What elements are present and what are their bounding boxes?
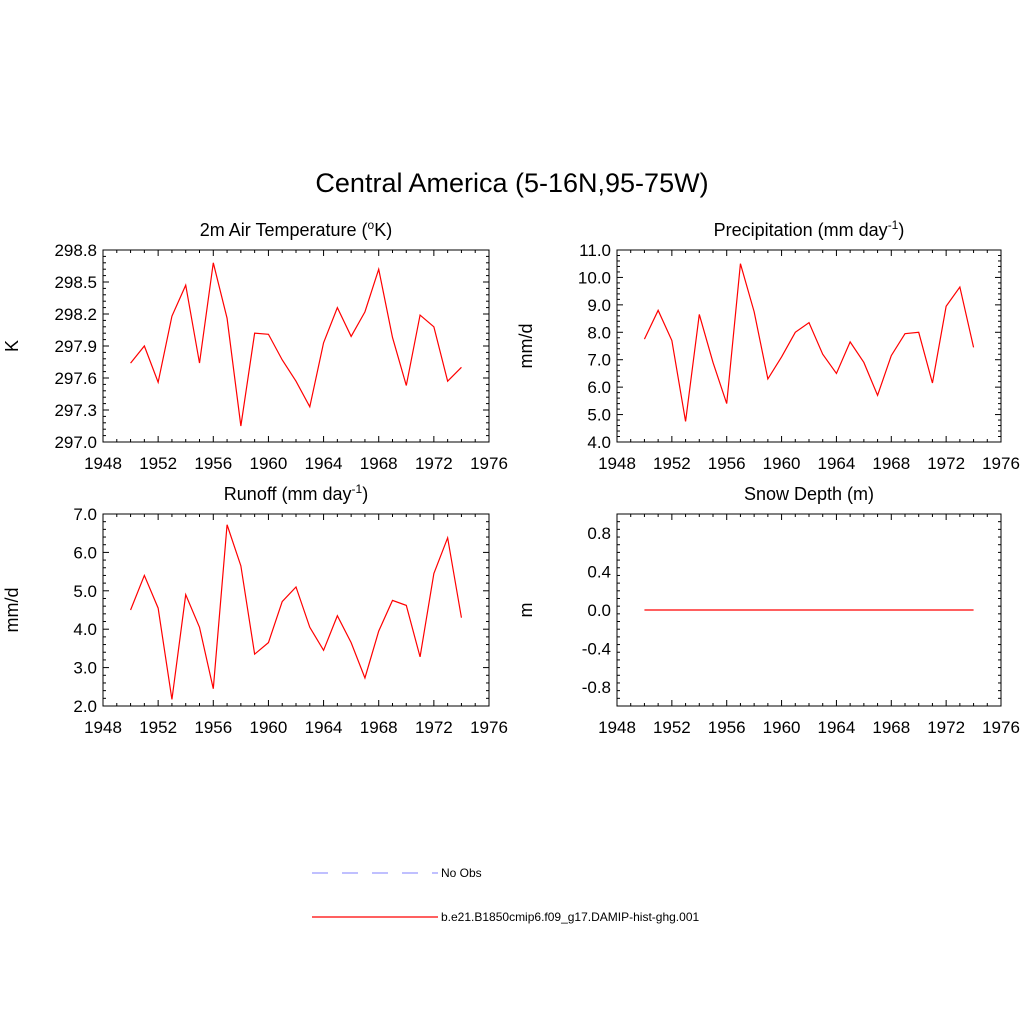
panel-title: Snow Depth (m) (744, 484, 874, 504)
legend: No Obs b.e21.B1850cmip6.f09_g17.DAMIP-hi… (312, 866, 699, 924)
x-tick-label: 1972 (927, 454, 965, 473)
y-tick-label: 6.0 (587, 378, 611, 397)
x-tick-label: 1972 (927, 718, 965, 737)
y-axis-label: mm/d (516, 324, 536, 369)
x-tick-label: 1968 (872, 718, 910, 737)
panel-title: Runoff (mm day-1) (224, 482, 368, 504)
x-tick-label: 1960 (250, 718, 288, 737)
series-line-precipitation (643, 263, 975, 422)
x-tick-label: 1968 (360, 454, 398, 473)
y-tick-label: -0.4 (582, 639, 611, 658)
panel-title: Precipitation (mm day-1) (714, 218, 905, 240)
x-tick-label: 1964 (305, 718, 343, 737)
x-tick-label: 1972 (415, 454, 453, 473)
y-tick-label: 0.8 (587, 524, 611, 543)
y-tick-label: 297.9 (54, 337, 97, 356)
chart-runoff: 1948 1952 1956 1960 1964 1968 1972 1976 2.0 3.0 4.… (2, 482, 508, 737)
x-tick-label: 1960 (250, 454, 288, 473)
x-tick-label: 1956 (708, 454, 746, 473)
y-tick-label: 4.0 (73, 620, 97, 639)
y-axis-label: mm/d (2, 588, 22, 633)
y-tick-label: 297.0 (54, 433, 97, 452)
x-tick-label: 1960 (763, 454, 801, 473)
y-tick-label: 7.0 (73, 505, 97, 524)
x-tick-label: 1968 (872, 454, 910, 473)
y-axis-label: m (516, 603, 536, 618)
y-tick-label: 298.5 (54, 273, 97, 292)
x-tick-label: 1956 (708, 718, 746, 737)
panel-title: 2m Air Temperature (oK) (200, 218, 392, 240)
y-tick-label: 5.0 (587, 406, 611, 425)
y-tick-label: 297.3 (54, 401, 97, 420)
x-tick-label: 1948 (598, 718, 636, 737)
x-tick-label: 1952 (653, 454, 691, 473)
y-tick-label: 10.0 (578, 268, 611, 287)
x-tick-label: 1956 (194, 454, 232, 473)
series-line-runoff (130, 524, 463, 700)
x-tick-label: 1960 (763, 718, 801, 737)
y-tick-label: 11.0 (579, 241, 611, 260)
x-tick-label: 1968 (360, 718, 398, 737)
plot-frame (102, 249, 490, 443)
y-tick-label: 0.4 (587, 563, 611, 582)
y-tick-label: 298.2 (54, 305, 97, 324)
y-tick-label: 5.0 (73, 582, 97, 601)
y-tick-label: 9.0 (587, 296, 611, 315)
y-tick-label: 297.6 (54, 369, 97, 388)
x-tick-label: 1976 (470, 718, 508, 737)
x-tick-label: 1964 (818, 454, 856, 473)
y-axis-label: K (2, 340, 22, 352)
plot-frame (616, 249, 1002, 443)
x-tick-label: 1976 (982, 718, 1020, 737)
x-tick-label: 1956 (194, 718, 232, 737)
plot-frame (102, 513, 490, 707)
y-tick-label: 2.0 (73, 697, 97, 716)
chart-snow-depth: 1948 1952 1956 1960 1964 1968 1972 1976 -0.8 -0.4… (516, 484, 1020, 737)
x-tick-label: 1964 (305, 454, 343, 473)
x-tick-label: 1964 (818, 718, 856, 737)
y-tick-label: 298.8 (54, 241, 97, 260)
series-line-air-temperature (130, 262, 462, 427)
x-tick-label: 1952 (139, 718, 177, 737)
x-tick-label: 1948 (84, 454, 122, 473)
x-tick-label: 1948 (598, 454, 636, 473)
page-title: Central America (5-16N,95-75W) (315, 168, 709, 198)
y-tick-label: 7.0 (587, 351, 611, 370)
y-tick-label: 8.0 (587, 323, 611, 342)
y-tick-label: 4.0 (587, 433, 611, 452)
x-tick-label: 1976 (982, 454, 1020, 473)
x-tick-label: 1952 (139, 454, 177, 473)
legend-label-no-obs: No Obs (441, 866, 482, 880)
x-tick-label: 1952 (653, 718, 691, 737)
y-tick-label: -0.8 (582, 678, 611, 697)
y-tick-label: 3.0 (73, 659, 97, 678)
x-tick-label: 1976 (470, 454, 508, 473)
chart-precipitation: 1948 1952 1956 1960 1964 1968 1972 1976 4.0 5.0 6.… (516, 218, 1020, 473)
chart-air-temperature: 1948 1952 1956 1960 1964 1968 1972 1976 297.0 297… (2, 218, 508, 473)
x-tick-label: 1948 (84, 718, 122, 737)
y-tick-label: 0.0 (587, 601, 611, 620)
x-tick-label: 1972 (415, 718, 453, 737)
legend-label-model: b.e21.B1850cmip6.f09_g17.DAMIP-hist-ghg.… (441, 910, 699, 924)
y-tick-label: 6.0 (73, 543, 97, 562)
